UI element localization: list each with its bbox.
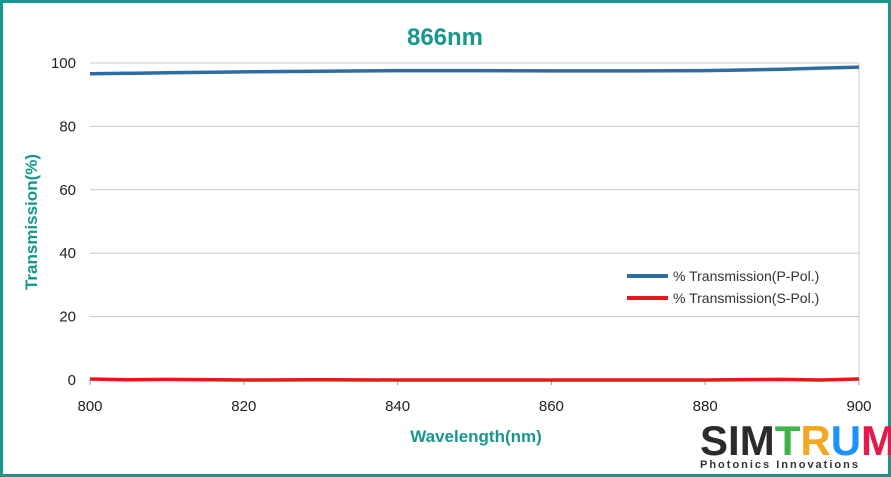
simtrum-logo: SIMTRUM Photonics Innovations xyxy=(700,417,891,471)
logo-wordmark: SIMTRUM xyxy=(700,417,891,464)
legend-label-s-pol: % Transmission(S-Pol.) xyxy=(673,290,819,306)
series-lines xyxy=(89,65,860,382)
x-tick-800: 800 xyxy=(77,398,102,415)
logo-tagline: Photonics Innovations xyxy=(700,459,860,471)
chart-title: 866nm xyxy=(407,24,483,51)
y-tick-20: 20 xyxy=(59,309,76,326)
x-tick-labels: 800 820 840 860 880 900 xyxy=(77,398,871,415)
series-line-s-pol xyxy=(89,377,860,382)
x-tick-820: 820 xyxy=(231,398,256,415)
legend-label-p-pol: % Transmission(P-Pol.) xyxy=(673,268,819,284)
x-tick-840: 840 xyxy=(385,398,410,415)
y-axis-title: Transmission(%) xyxy=(22,154,41,290)
y-tick-60: 60 xyxy=(59,182,76,199)
y-tick-100: 100 xyxy=(51,55,76,72)
y-tick-0: 0 xyxy=(68,372,76,389)
x-axis-title: Wavelength(nm) xyxy=(410,427,542,446)
logo-letter: T xyxy=(775,417,801,464)
y-tick-labels: 0 20 40 60 80 100 xyxy=(51,55,76,389)
x-tick-860: 860 xyxy=(539,398,564,415)
x-tick-880: 880 xyxy=(693,398,718,415)
logo-letter: M xyxy=(861,417,891,464)
logo-letter: I xyxy=(728,417,740,464)
series-line-p-pol xyxy=(89,65,860,76)
logo-letter: U xyxy=(831,417,861,464)
legend: % Transmission(P-Pol.) % Transmission(S-… xyxy=(627,268,819,306)
logo-letter: R xyxy=(800,417,830,464)
y-tick-40: 40 xyxy=(59,245,76,262)
logo-letter: S xyxy=(700,417,728,464)
x-tick-900: 900 xyxy=(846,398,871,415)
gridlines xyxy=(89,62,860,385)
y-tick-80: 80 xyxy=(59,118,76,135)
logo-letter: M xyxy=(740,417,775,464)
